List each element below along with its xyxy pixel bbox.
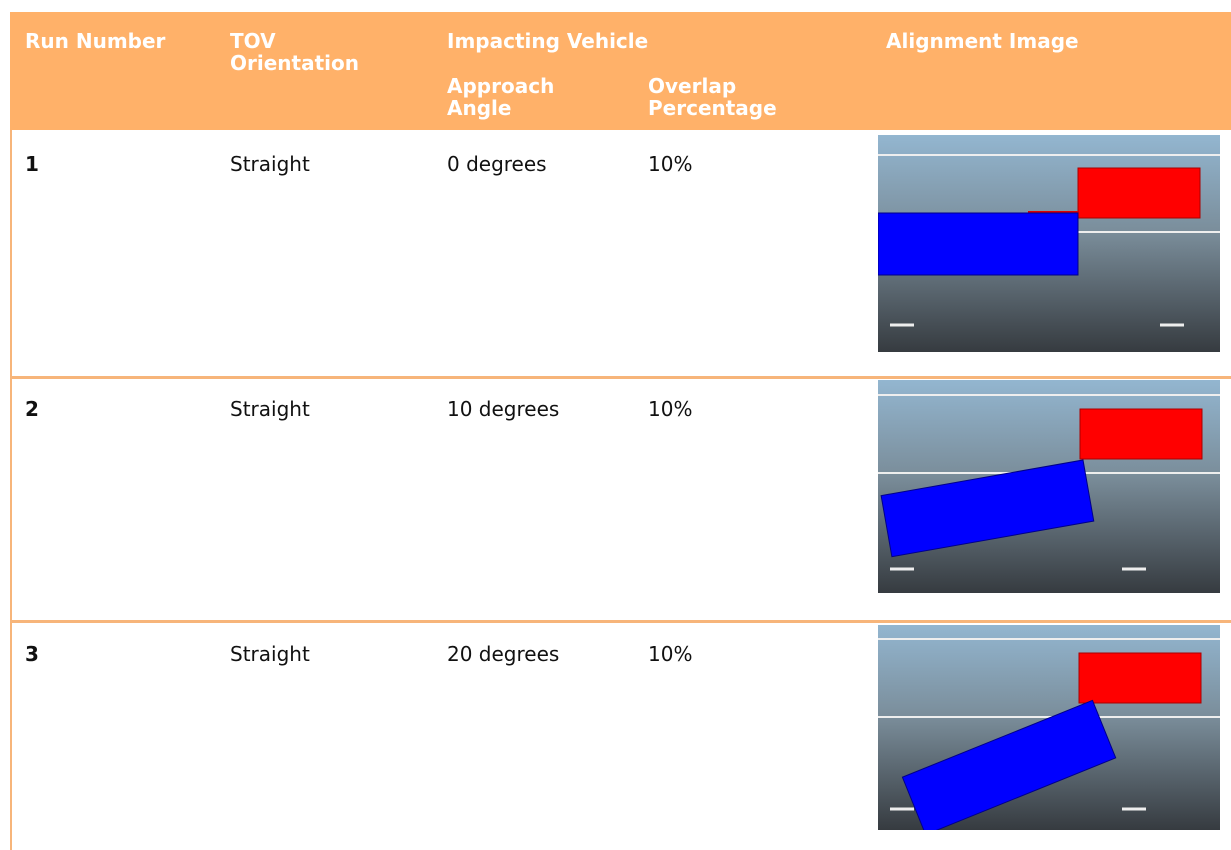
cell: Straight <box>230 152 310 176</box>
cell: 3 <box>25 642 39 666</box>
border <box>10 130 12 850</box>
header-cell: Run Number <box>25 29 166 53</box>
cell: 1 <box>25 152 39 176</box>
alignment-image <box>878 625 1220 830</box>
cell: 2 <box>25 397 39 421</box>
cell: 10% <box>648 642 693 666</box>
cell: 20 degrees <box>447 642 560 666</box>
alignment-image <box>878 380 1220 593</box>
header-cell: TOV Orientation <box>230 29 359 75</box>
header-cell: Alignment Image <box>886 29 1079 53</box>
cell: Straight <box>230 397 310 421</box>
header-cell: Overlap Percentage <box>648 74 777 120</box>
header-cell: Approach Angle <box>447 74 555 120</box>
cell: 10 degrees <box>447 397 560 421</box>
cell: 0 degrees <box>447 152 547 176</box>
table-header <box>10 12 1231 130</box>
header-cell: Impacting Vehicle <box>447 29 649 53</box>
cell: 10% <box>648 397 693 421</box>
cell: Straight <box>230 642 310 666</box>
row-separator <box>10 376 1231 379</box>
cell: 10% <box>648 152 693 176</box>
row-separator <box>10 620 1231 623</box>
alignment-image <box>878 135 1220 352</box>
